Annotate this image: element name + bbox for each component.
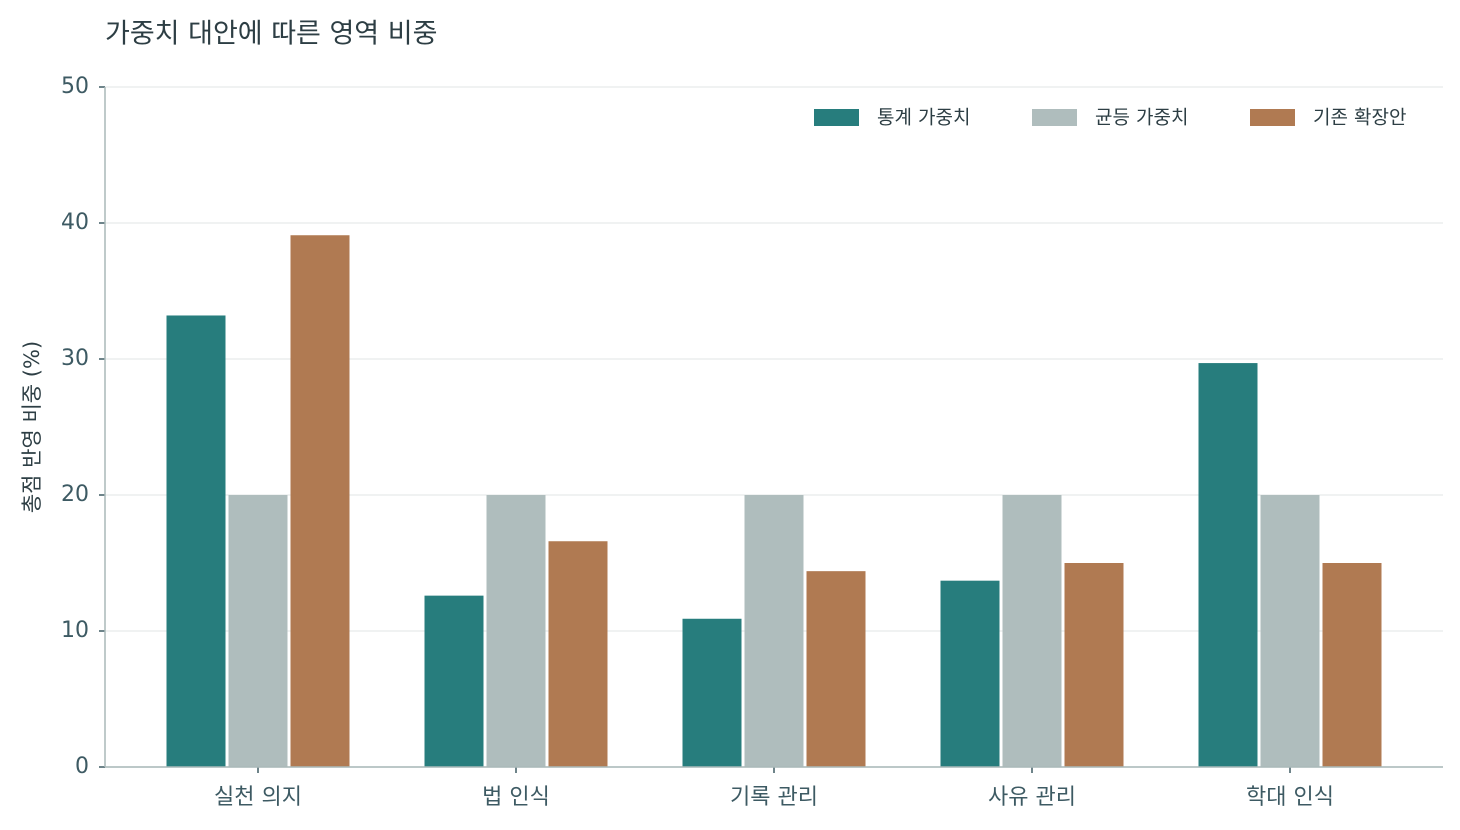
legend-swatch xyxy=(1032,109,1077,126)
bar xyxy=(424,595,484,767)
bar xyxy=(1260,495,1320,767)
bar xyxy=(486,495,546,767)
x-tick-label: 법 인식 xyxy=(482,785,550,810)
bar xyxy=(166,315,226,767)
x-tick-label: 사유 관리 xyxy=(988,785,1076,810)
x-tick-label: 실천 의지 xyxy=(214,785,302,810)
bar xyxy=(290,235,350,768)
y-tick-label: 20 xyxy=(61,482,89,507)
y-tick-label: 10 xyxy=(61,618,89,643)
y-tick-label: 30 xyxy=(61,346,89,371)
bar xyxy=(744,495,804,767)
legend-swatch xyxy=(1250,109,1295,126)
legend-label: 통계 가중치 xyxy=(877,107,970,129)
bar xyxy=(1198,363,1258,767)
bar xyxy=(940,580,1000,767)
x-tick-label: 학대 인식 xyxy=(1246,785,1334,810)
y-tick-label: 0 xyxy=(75,754,89,779)
y-tick-label: 40 xyxy=(61,210,89,235)
y-tick-label: 50 xyxy=(61,74,89,99)
legend-label: 기존 확장안 xyxy=(1313,107,1406,129)
bar xyxy=(1064,563,1124,767)
bar xyxy=(228,495,288,767)
legend-swatch xyxy=(814,109,859,126)
legend-label: 균등 가중치 xyxy=(1095,107,1188,129)
bar xyxy=(1322,563,1382,767)
chart-title: 가중치 대안에 따른 영역 비중 xyxy=(105,19,437,50)
bar xyxy=(806,571,866,767)
bar xyxy=(548,541,608,767)
y-axis-label: 총점 반영 비중 (%) xyxy=(20,341,44,513)
bar xyxy=(682,618,742,767)
x-tick-label: 기록 관리 xyxy=(730,785,818,810)
bar xyxy=(1002,495,1062,767)
